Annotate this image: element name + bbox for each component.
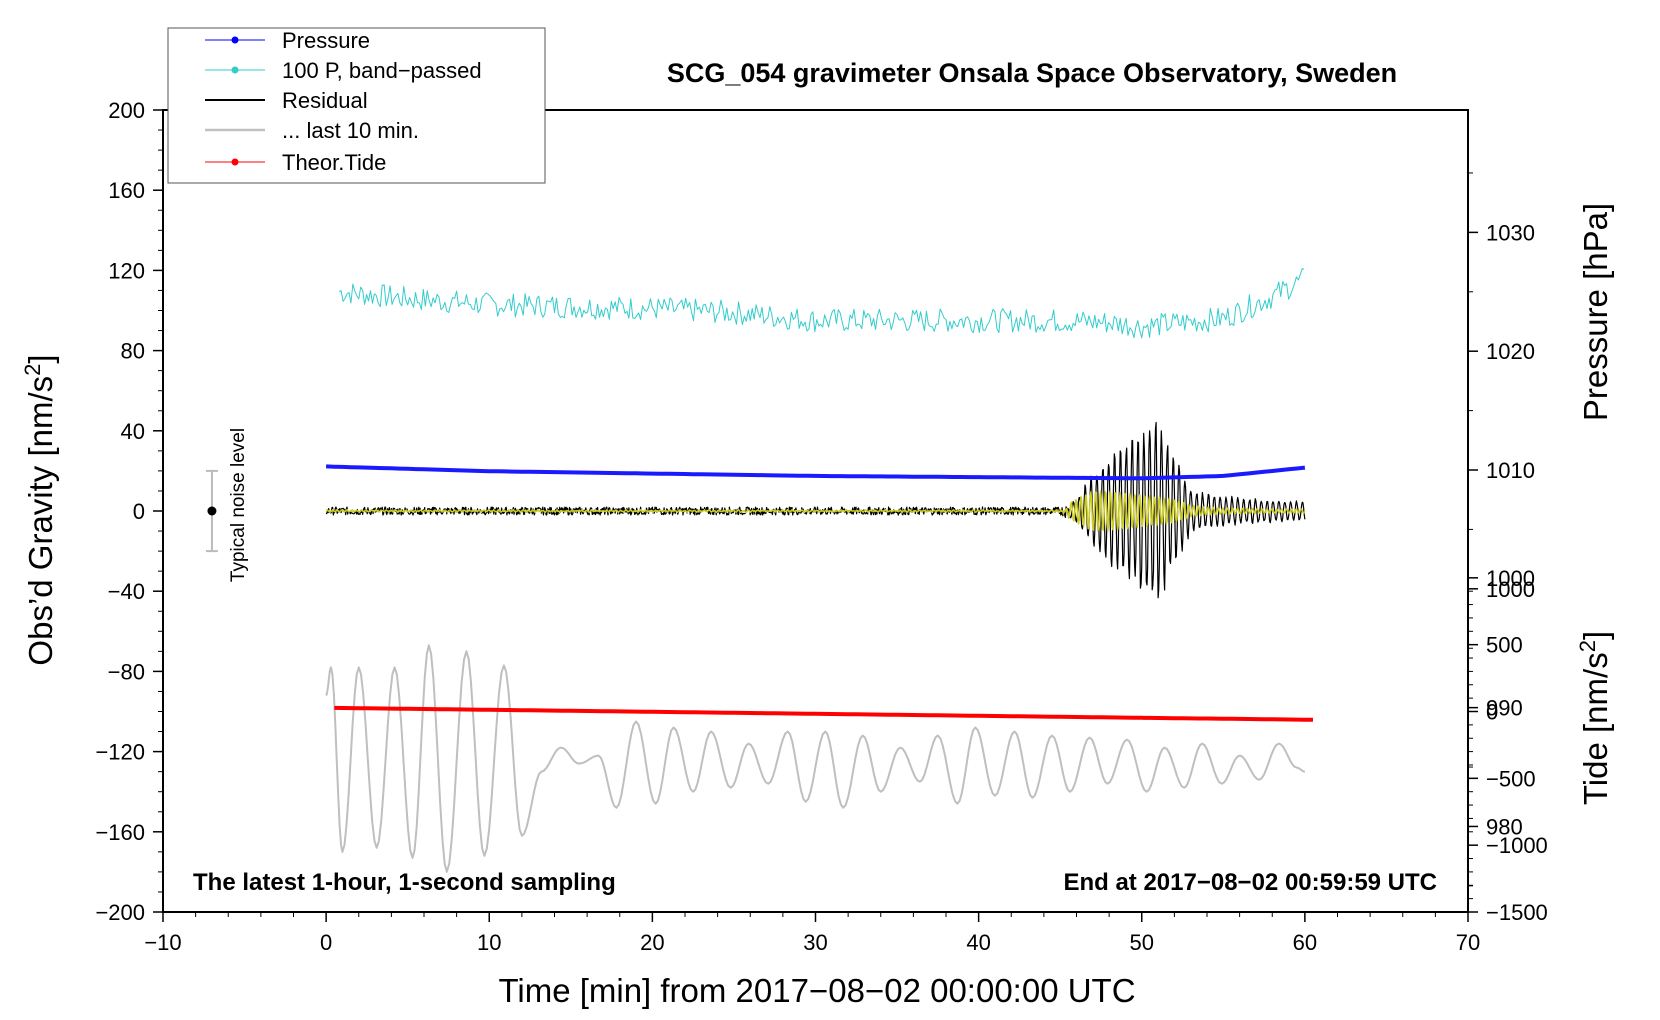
x-tick-label: 30: [803, 930, 827, 955]
y-tick-label: 80: [121, 339, 145, 364]
pressure-tick-label: 1030: [1486, 220, 1535, 245]
legend-label-pressure: Pressure: [282, 28, 370, 53]
y-axis-title-tide-sup: 2: [1575, 640, 1600, 652]
noise-label: Typical noise level: [228, 428, 249, 582]
x-axis-title: Time [min] from 2017−08−02 00:00:00 UTC: [498, 972, 1135, 1009]
pressure-tick-label: 1000: [1486, 577, 1535, 602]
y-tick-label: 200: [108, 98, 145, 123]
y-axis-title-gravity-sup: 2: [20, 364, 45, 376]
chart-title: SCG_054 gravimeter Onsala Space Observat…: [667, 58, 1397, 88]
tide-tick-label: −1000: [1486, 833, 1548, 858]
y-axis-title-tide: Tide [nm/s2]: [1575, 631, 1614, 805]
tide-tick-label: 500: [1486, 633, 1523, 658]
series-band-passed-pressure: [338, 268, 1305, 339]
y-tick-label: −80: [108, 659, 145, 684]
legend-label-band-passed: 100 P, band−passed: [282, 58, 482, 83]
legend-marker-theor-tide: [231, 158, 239, 166]
y-axis-title-gravity: Obs’d Gravity [nm/s2]: [20, 354, 59, 665]
series-theor-tide: [334, 705, 1314, 722]
y-axis-title-tide-main: Tide [nm/s: [1577, 652, 1614, 805]
axis-ticks: −10 0 10 20 30 40 50 60 7020016012080400−40−80−1…: [95, 98, 1547, 955]
legend-label-theor-tide: Theor.Tide: [282, 150, 386, 175]
y-tick-label: 120: [108, 258, 145, 283]
tide-tick-label: 1000: [1486, 566, 1535, 591]
pressure-tick-label: 980: [1486, 814, 1523, 839]
bottom-right-note: End at 2017−08−02 00:59:59 UTC: [1063, 869, 1437, 896]
tide-tick-label: 0: [1486, 700, 1498, 725]
x-tick-label: 50: [1130, 930, 1154, 955]
tide-tick-label: −500: [1486, 766, 1536, 791]
y-tick-label: 40: [121, 419, 145, 444]
y-tick-label: 0: [133, 499, 145, 524]
x-tick-label: 10: [477, 930, 501, 955]
pressure-tick-label: 990: [1486, 696, 1523, 721]
y-axis-title-gravity-close: ]: [22, 354, 59, 363]
pressure-tick-label: 1020: [1486, 339, 1535, 364]
x-tick-label: 60: [1293, 930, 1317, 955]
y-tick-label: 160: [108, 178, 145, 203]
y-tick-label: −120: [95, 740, 145, 765]
x-tick-label: 20: [640, 930, 664, 955]
x-tick-label: 0: [320, 930, 332, 955]
legend-marker-band-passed: [231, 66, 239, 74]
noise-dot: [207, 506, 217, 516]
legend-label-residual: Residual: [282, 88, 368, 113]
y-axis-title-tide-close: ]: [1577, 631, 1614, 640]
series-layer: [325, 268, 1314, 873]
pressure-tick-label: 1010: [1486, 458, 1535, 483]
legend-entry-residual: Residual: [205, 88, 368, 113]
y-tick-label: −40: [108, 579, 145, 604]
series-last-10-min: [325, 644, 1305, 873]
y-axis-title-pressure: Pressure [hPa]: [1577, 203, 1614, 421]
x-tick-label: 40: [966, 930, 990, 955]
legend-marker-pressure: [231, 36, 239, 44]
legend-entry-theor-tide: Theor.Tide: [205, 150, 386, 175]
series-pressure: [326, 464, 1306, 481]
y-axis-title-gravity-main: Obs’d Gravity [nm/s: [22, 376, 59, 666]
tide-tick-label: −1500: [1486, 900, 1548, 925]
x-tick-label: −10: [144, 930, 181, 955]
noise-level-indicator: Typical noise level: [205, 428, 249, 582]
series-yellow-filtered: [326, 490, 1306, 532]
x-tick-label: 70: [1456, 930, 1480, 955]
legend-entry-pressure: Pressure: [205, 28, 370, 53]
legend-label-last-10-min: ... last 10 min.: [282, 118, 419, 143]
y-tick-label: −200: [95, 900, 145, 925]
y-tick-label: −160: [95, 820, 145, 845]
bottom-left-note: The latest 1-hour, 1-second sampling: [193, 869, 616, 896]
legend: Pressure 100 P, band−passed Residual ...…: [167, 27, 546, 184]
legend-box: [167, 27, 546, 184]
legend-entry-last-10-min: ... last 10 min.: [205, 118, 419, 143]
legend-entry-band-passed: 100 P, band−passed: [205, 58, 482, 83]
